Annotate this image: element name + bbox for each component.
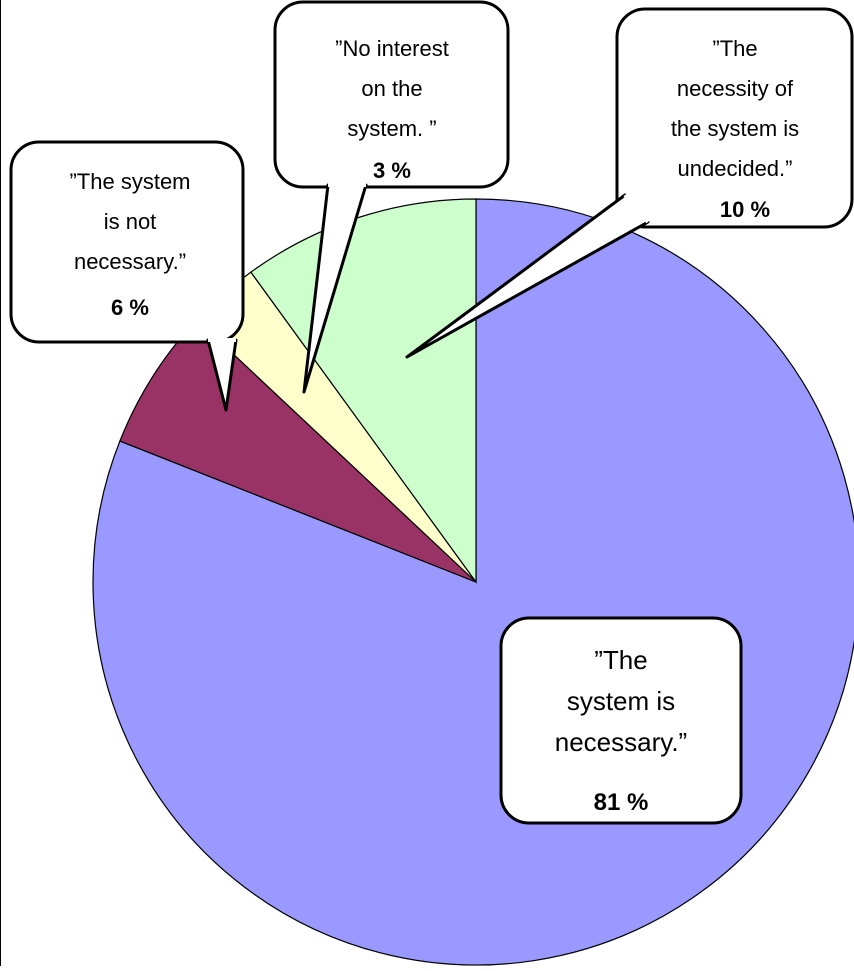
callout-necessary: ”The system is necessary.” 81 % <box>499 616 743 825</box>
callout-label-line: on the <box>361 76 422 101</box>
callout-label-line: necessary.” <box>74 249 186 274</box>
callout-box <box>273 0 510 189</box>
pie-callouts: ”The system is necessary.” 81 % ”The system i… <box>9 0 854 825</box>
callout-value-label: 81 % <box>594 789 649 816</box>
callout-label-line: the system is <box>671 116 799 141</box>
callout-box <box>9 140 245 344</box>
callout-label-line: undecided.” <box>678 156 793 181</box>
callout-value-label: 3 % <box>373 158 411 183</box>
callout-no-interest: ”No interest on the system. ” 3 % <box>273 0 510 394</box>
callout-label-line: necessity of <box>677 76 794 101</box>
callout-label-line: ”The <box>594 645 647 675</box>
callout-label-line: ”No interest <box>335 36 449 61</box>
callout-not-necessary: ”The system is not necessary.” 6 % <box>9 140 245 412</box>
callout-box <box>499 616 743 825</box>
callout-value-label: 10 % <box>720 197 770 222</box>
callout-box <box>615 7 854 229</box>
callout-pointer-join <box>623 193 650 224</box>
callout-label-line: ”The <box>712 36 757 61</box>
callout-label-line: is not <box>104 209 157 234</box>
callout-label-line: ”The system <box>69 169 190 194</box>
callout-label-line: system. ” <box>347 116 436 141</box>
callout-label-line: system is <box>567 686 675 716</box>
callout-undecided: ”The necessity of the system is undecided.”… <box>405 7 854 359</box>
callout-value-label: 6 % <box>111 295 149 320</box>
callout-label-line: necessary.” <box>555 727 687 757</box>
